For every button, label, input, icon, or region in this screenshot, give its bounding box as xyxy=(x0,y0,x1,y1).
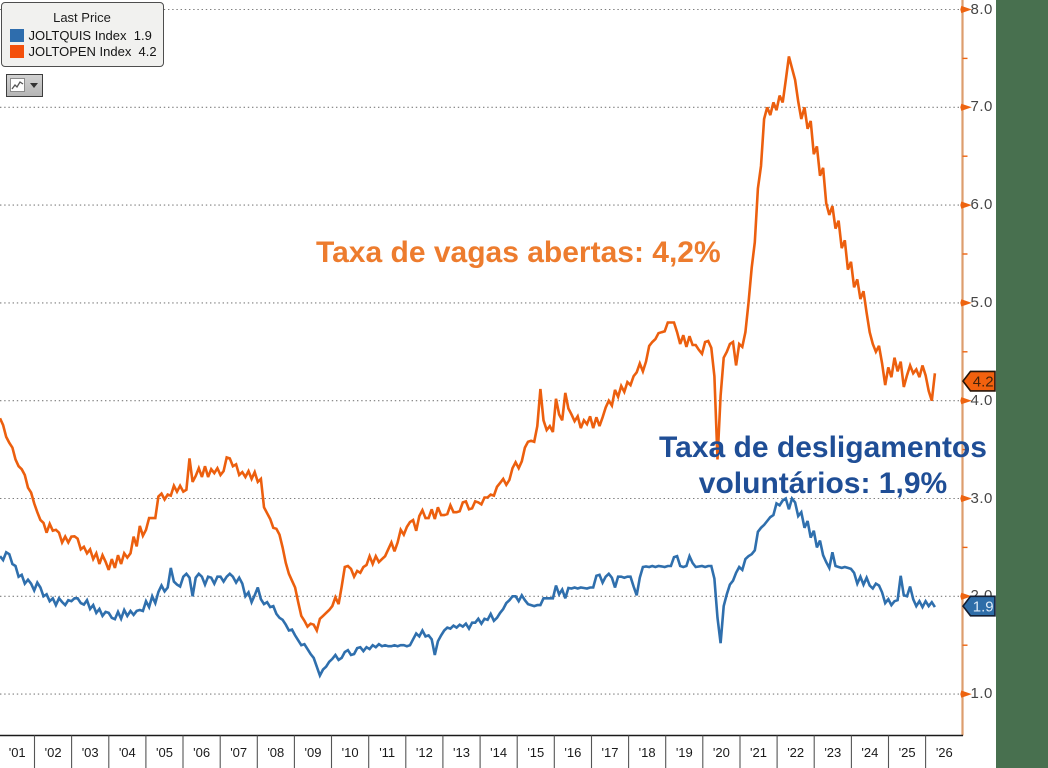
svg-text:1.9: 1.9 xyxy=(973,598,994,615)
svg-text:4.2: 4.2 xyxy=(973,373,994,390)
